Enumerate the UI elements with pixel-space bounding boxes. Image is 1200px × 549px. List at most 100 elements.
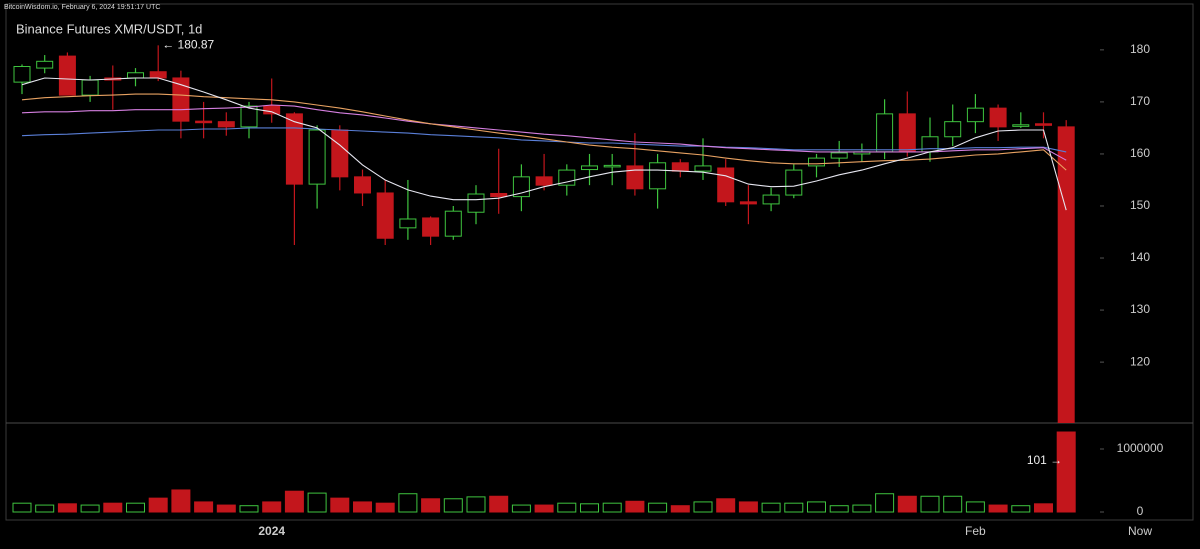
min-annotation: 101 → <box>1027 453 1062 467</box>
candle-body <box>649 162 667 190</box>
volume-bar <box>57 503 77 513</box>
candle-body <box>898 113 916 153</box>
candle-body <box>376 192 394 239</box>
header: BitcoinWisdom.io, February 6, 2024 19:51… <box>4 4 160 11</box>
candle-body <box>944 121 962 138</box>
y-tick-label: 130 <box>1130 302 1150 316</box>
candle-body <box>58 55 76 96</box>
volume-bar <box>943 495 963 513</box>
volume-bar <box>80 504 100 513</box>
x-now-label: Now <box>1128 524 1152 538</box>
volume-bar <box>693 501 713 513</box>
volume-bar <box>194 501 214 513</box>
volume-bar <box>557 502 577 513</box>
x-tick-label: Feb <box>965 524 986 538</box>
volume-bar <box>625 500 645 513</box>
candle-body <box>921 136 939 153</box>
price-panel <box>13 45 1075 423</box>
candle-body <box>240 105 258 128</box>
volume-bar <box>171 489 191 513</box>
candle-body <box>36 60 54 69</box>
volume-bar <box>580 503 599 513</box>
y-tick-label: 150 <box>1130 198 1150 212</box>
volume-bar <box>126 502 145 513</box>
volume-bar <box>784 502 804 513</box>
candle-body <box>172 77 190 122</box>
candle-body <box>1035 123 1052 126</box>
candle-body <box>149 71 167 79</box>
candle-body <box>81 79 99 96</box>
candle-body <box>1012 124 1030 127</box>
volume-bar <box>262 501 282 513</box>
candle-body <box>331 129 349 178</box>
candle-body <box>512 176 530 198</box>
volume-bar <box>1034 503 1053 513</box>
volume-bar <box>103 502 123 513</box>
candle-body <box>966 107 984 123</box>
candle-body <box>785 169 803 196</box>
candle-body <box>535 176 553 186</box>
frame <box>5 3 1194 521</box>
volume-tick-label: 1000000 <box>1117 441 1164 455</box>
candle-body <box>195 120 213 124</box>
candle-body <box>989 107 1007 128</box>
candle-body <box>308 129 326 185</box>
volume-bar <box>284 490 304 513</box>
volume-bar <box>738 501 758 513</box>
candle-body <box>127 72 144 79</box>
volume-bar <box>1011 505 1031 513</box>
candle-body <box>626 165 644 190</box>
volume-bar <box>307 492 327 513</box>
candle-body <box>490 192 508 198</box>
x-tick-label: 2024 <box>258 524 285 538</box>
volume-bar <box>875 493 895 513</box>
volume-bar <box>670 505 690 513</box>
volume-bar <box>829 505 849 513</box>
candle-body <box>1057 126 1075 423</box>
candle-body <box>13 66 31 83</box>
volume-tick-label: 0 <box>1137 504 1144 518</box>
volume-bar <box>35 504 55 513</box>
axes: 120 130 140 150 160 170 180 0 1000000 2024 Feb Now ←… <box>162 38 1163 539</box>
y-tick-label: 120 <box>1130 354 1150 368</box>
candle-body <box>422 217 440 237</box>
candle-body <box>739 201 757 205</box>
volume-bar <box>920 495 940 513</box>
chart-title: Binance Futures XMR/USDT, 1d <box>16 21 202 36</box>
volume-bar <box>511 504 531 513</box>
candle-body <box>717 167 735 203</box>
volume-panel <box>12 431 1076 513</box>
volume-bar <box>375 502 395 513</box>
volume-bar <box>398 493 418 513</box>
volume-bar <box>216 504 236 513</box>
candle-body <box>808 157 825 167</box>
volume-bar <box>12 502 32 513</box>
y-tick-label: 180 <box>1130 42 1150 56</box>
candle-body <box>444 210 462 237</box>
volume-bar <box>716 498 736 513</box>
volume-bar <box>648 502 668 513</box>
volume-bar <box>988 504 1008 513</box>
candle-body <box>671 162 689 172</box>
candle-body <box>217 121 235 128</box>
volume-bar <box>534 504 554 513</box>
volume-bar <box>330 497 350 513</box>
candle-body <box>603 164 621 168</box>
candle-body <box>876 113 894 153</box>
candle-body <box>399 218 417 229</box>
y-tick-label: 140 <box>1130 250 1150 264</box>
candle-body <box>285 113 303 185</box>
volume-bar <box>897 495 917 513</box>
max-annotation: ← 180.87 <box>162 38 214 52</box>
candle-body <box>762 194 780 205</box>
volume-bar <box>965 501 985 513</box>
volume-bar <box>489 495 509 513</box>
volume-bar <box>1056 431 1076 513</box>
volume-bar <box>239 505 259 513</box>
ma-line <box>21 104 1067 161</box>
ma-line <box>21 93 1067 171</box>
candle-body <box>694 165 712 172</box>
volume-bar <box>148 497 168 513</box>
